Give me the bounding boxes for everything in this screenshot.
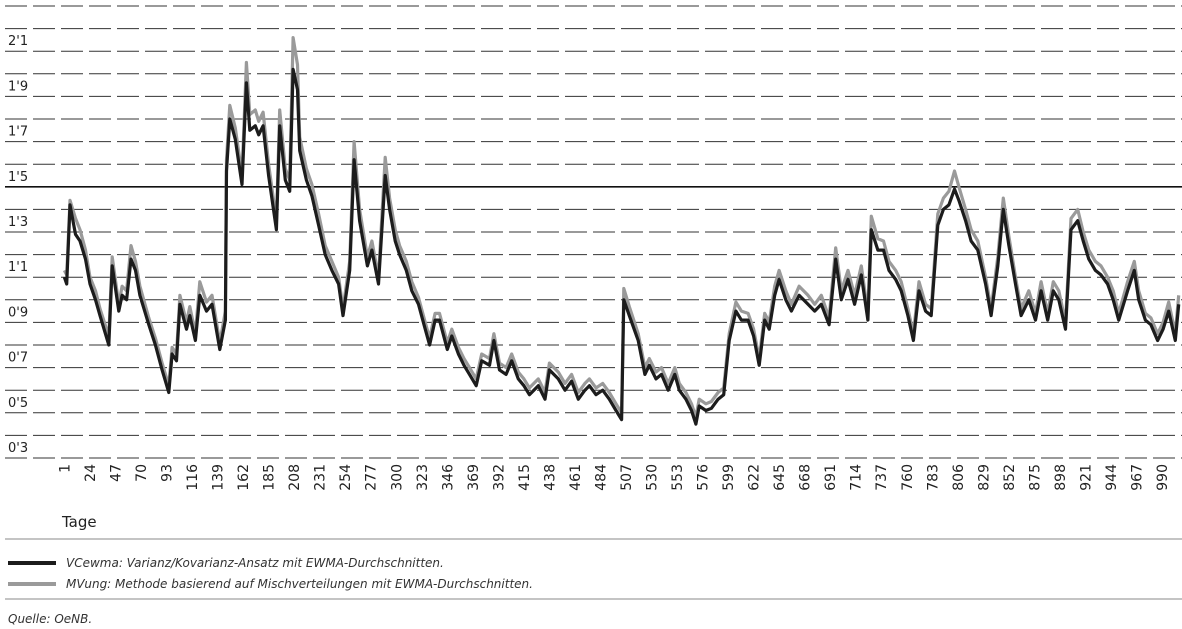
x-tick-label: 990 xyxy=(1155,464,1171,491)
x-tick-label: 438 xyxy=(542,464,558,491)
x-tick-label: 576 xyxy=(696,464,712,491)
x-tick-label: 944 xyxy=(1104,464,1120,491)
x-tick-label: 484 xyxy=(593,464,609,491)
x-tick-label: 70 xyxy=(134,464,150,482)
x-tick-label: 760 xyxy=(900,464,916,491)
x-tick-label: 691 xyxy=(823,464,839,491)
series-line xyxy=(62,67,1181,426)
x-tick-label: 24 xyxy=(83,464,99,482)
x-tick-label: 530 xyxy=(645,464,661,491)
y-tick-label: 0'3 xyxy=(8,441,28,456)
y-tick-label: 1'7 xyxy=(8,125,28,140)
x-tick-label: 829 xyxy=(976,464,992,491)
x-tick-label: 461 xyxy=(568,464,584,491)
x-tick-label: 737 xyxy=(874,464,890,491)
x-tick-label: 599 xyxy=(721,464,737,491)
x-tick-label: 346 xyxy=(440,464,456,491)
grid: 0'3 0'5 0'7 0'9 1'1 1'3 1'5 1'7 1'9 2'1 xyxy=(5,5,1182,459)
x-tick-label: 967 xyxy=(1129,464,1145,491)
legend-label: VCewma: Varianz/Kovarianz-Ansatz mit EWM… xyxy=(66,556,444,570)
x-tick-label: 231 xyxy=(313,464,329,491)
x-ticks: 1 24 47 70 93 116 139 162 185 208 231 254 277 300 323 3… xyxy=(57,464,1171,491)
x-tick-label: 875 xyxy=(1027,464,1043,491)
y-tick-label: 2'1 xyxy=(8,34,28,49)
legend-label: MVung: Methode basierend auf Mischvertei… xyxy=(66,577,533,591)
y-tick-label: 1'9 xyxy=(8,79,28,94)
x-tick-label: 1 xyxy=(57,464,73,473)
x-tick-label: 507 xyxy=(619,464,635,491)
x-tick-label: 622 xyxy=(747,464,763,491)
x-tick-label: 645 xyxy=(772,464,788,491)
x-tick-label: 47 xyxy=(108,464,124,482)
x-tick-label: 714 xyxy=(849,464,865,491)
x-tick-label: 323 xyxy=(415,464,431,491)
x-tick-label: 300 xyxy=(389,464,405,491)
x-tick-label: 921 xyxy=(1078,464,1094,491)
y-tick-label: 1'3 xyxy=(8,215,28,230)
x-tick-label: 277 xyxy=(364,464,380,491)
y-tick-label: 1'1 xyxy=(8,260,28,275)
y-tick-label: 0'9 xyxy=(8,305,28,320)
x-tick-label: 93 xyxy=(160,464,176,482)
x-tick-label: 185 xyxy=(262,464,278,491)
x-tick-label: 162 xyxy=(236,464,252,491)
lines xyxy=(62,36,1181,426)
x-tick-label: 415 xyxy=(517,464,533,491)
y-tick-label: 0'7 xyxy=(8,351,28,366)
x-tick-label: 116 xyxy=(185,464,201,491)
y-tick-label: 1'5 xyxy=(8,170,28,185)
x-tick-label: 806 xyxy=(951,464,967,491)
x-tick-label: 208 xyxy=(287,464,303,491)
x-tick-label: 783 xyxy=(925,464,941,491)
y-tick-label: 0'5 xyxy=(8,396,28,411)
x-tick-label: 369 xyxy=(466,464,482,491)
x-tick-label: 898 xyxy=(1053,464,1069,491)
x-tick-label: 392 xyxy=(491,464,507,491)
source: Quelle: OeNB. xyxy=(8,612,92,626)
x-tick-label: 553 xyxy=(670,464,686,491)
x-tick-label: 852 xyxy=(1002,464,1018,491)
x-axis-label: Tage xyxy=(61,513,97,531)
x-tick-label: 139 xyxy=(211,464,227,491)
x-tick-label: 254 xyxy=(338,464,354,491)
x-tick-label: 668 xyxy=(798,464,814,491)
